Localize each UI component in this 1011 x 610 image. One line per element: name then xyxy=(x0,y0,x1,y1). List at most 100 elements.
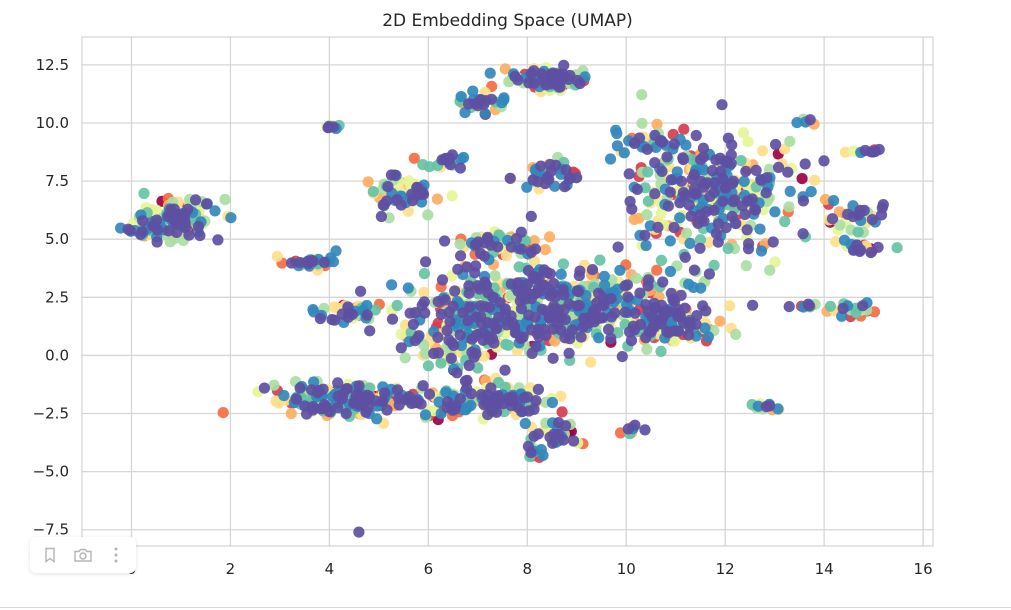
data-point xyxy=(371,413,383,425)
data-point xyxy=(857,300,869,312)
data-point xyxy=(725,158,737,170)
data-point xyxy=(651,264,663,276)
data-point xyxy=(695,282,707,294)
data-point xyxy=(622,291,634,303)
data-point xyxy=(422,209,434,221)
more-vertical-icon[interactable] xyxy=(102,541,130,569)
data-point xyxy=(553,428,565,440)
data-point xyxy=(534,285,546,297)
data-point xyxy=(695,154,707,166)
data-point xyxy=(802,298,814,310)
data-point xyxy=(755,245,768,257)
data-point xyxy=(828,195,840,207)
data-point xyxy=(558,289,570,301)
data-point xyxy=(669,335,681,347)
data-point xyxy=(809,174,821,186)
data-point xyxy=(636,89,648,101)
y-tick-label: 12.5 xyxy=(36,56,69,74)
data-point xyxy=(717,195,729,207)
data-point xyxy=(219,193,231,206)
data-point xyxy=(664,235,676,247)
data-point xyxy=(699,322,711,334)
data-point xyxy=(419,348,432,360)
data-point xyxy=(512,277,524,289)
data-point xyxy=(575,331,587,343)
data-point xyxy=(737,127,750,139)
data-point xyxy=(354,398,366,411)
data-point xyxy=(641,343,653,355)
data-point xyxy=(797,228,809,240)
data-point xyxy=(826,213,839,225)
x-tick-label: 6 xyxy=(424,560,434,578)
bookmark-icon[interactable] xyxy=(36,541,64,569)
data-point xyxy=(688,183,701,195)
data-point xyxy=(452,263,464,275)
data-point xyxy=(628,137,641,149)
y-tick-label: −5.0 xyxy=(33,463,69,481)
data-point xyxy=(742,243,755,255)
data-point xyxy=(779,215,791,228)
data-point xyxy=(342,311,354,323)
data-point xyxy=(648,320,660,332)
data-point xyxy=(498,94,510,106)
data-point xyxy=(555,268,567,280)
data-point xyxy=(503,392,515,404)
data-point xyxy=(593,332,605,344)
data-point xyxy=(472,280,484,292)
y-tick-label: 2.5 xyxy=(45,288,69,306)
data-point xyxy=(475,247,487,260)
data-point xyxy=(639,229,651,241)
data-point xyxy=(391,194,403,206)
x-tick-label: 10 xyxy=(617,560,636,578)
data-point xyxy=(594,254,606,266)
data-point xyxy=(455,153,467,165)
data-point xyxy=(212,234,224,246)
data-point xyxy=(877,199,889,211)
data-point xyxy=(470,260,482,272)
data-point xyxy=(553,68,565,80)
data-point xyxy=(525,447,537,459)
data-point xyxy=(162,225,175,237)
data-point xyxy=(555,390,567,402)
data-point xyxy=(697,300,709,312)
camera-icon[interactable] xyxy=(69,541,97,569)
data-point xyxy=(622,423,634,435)
data-point xyxy=(337,388,349,400)
data-point xyxy=(824,300,837,312)
data-point xyxy=(505,310,517,322)
data-point xyxy=(192,220,205,233)
data-point xyxy=(683,278,695,290)
data-point xyxy=(772,161,785,173)
data-point xyxy=(655,345,667,357)
data-point xyxy=(461,382,473,394)
data-point xyxy=(525,210,537,222)
data-point xyxy=(818,155,830,167)
data-point xyxy=(515,243,527,255)
data-point xyxy=(317,383,329,395)
data-point xyxy=(342,301,354,313)
data-point xyxy=(665,287,677,299)
data-point xyxy=(675,289,687,301)
data-point xyxy=(660,305,672,317)
data-point xyxy=(431,193,443,205)
data-point xyxy=(694,234,707,246)
data-point xyxy=(465,399,477,412)
data-point xyxy=(850,307,862,319)
data-point xyxy=(454,162,466,174)
data-point xyxy=(604,153,617,165)
data-point xyxy=(649,188,661,200)
data-point xyxy=(194,230,206,242)
data-point xyxy=(710,154,722,166)
data-point xyxy=(454,329,466,341)
data-point xyxy=(463,359,475,372)
data-point xyxy=(201,198,213,210)
data-point xyxy=(432,317,444,329)
data-point xyxy=(544,268,557,280)
data-point xyxy=(712,236,724,248)
data-point xyxy=(661,151,673,163)
data-point xyxy=(706,165,719,177)
data-point xyxy=(572,286,585,298)
data-point xyxy=(568,435,580,447)
data-point xyxy=(664,265,677,278)
data-point xyxy=(769,206,781,218)
